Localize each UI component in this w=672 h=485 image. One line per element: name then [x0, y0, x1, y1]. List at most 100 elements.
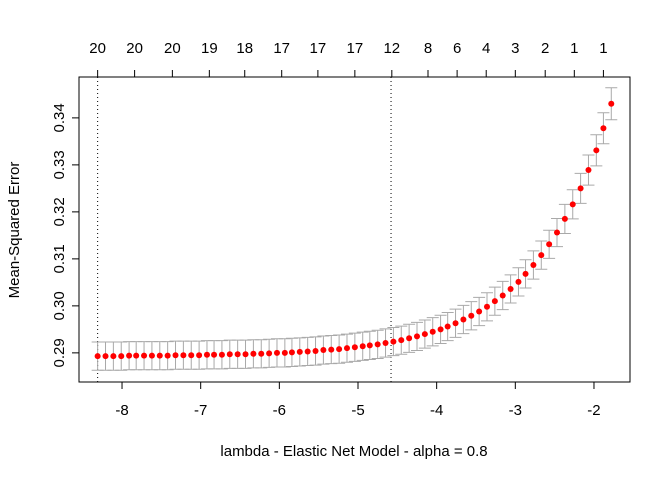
point — [296, 348, 303, 355]
point — [577, 185, 584, 192]
point — [336, 346, 343, 353]
y-tick-label: 0.30 — [51, 291, 68, 320]
point — [476, 308, 483, 315]
top-tick-label: 3 — [511, 40, 519, 57]
y-tick-label: 0.32 — [51, 197, 68, 226]
top-tick-label: 20 — [126, 40, 143, 57]
point — [600, 125, 607, 132]
top-tick-label: 18 — [236, 40, 253, 57]
point — [522, 270, 529, 277]
point — [421, 331, 428, 338]
point — [437, 326, 444, 333]
point — [366, 342, 373, 349]
point — [320, 347, 327, 354]
point — [530, 261, 537, 268]
point — [281, 349, 288, 356]
top-tick-label: 19 — [201, 40, 218, 57]
x-tick-label: -5 — [351, 402, 364, 419]
top-tick-label: 17 — [273, 40, 290, 57]
point — [234, 351, 241, 358]
point — [413, 333, 420, 340]
point — [273, 349, 280, 356]
point — [126, 352, 133, 359]
point — [133, 352, 140, 359]
point — [266, 350, 273, 357]
y-tick-label: 0.31 — [51, 244, 68, 273]
x-axis-label: lambda - Elastic Net Model - alpha = 0.8 — [220, 443, 487, 460]
x-tick-label: -8 — [115, 402, 128, 419]
point — [188, 352, 195, 359]
top-tick-label: 6 — [453, 40, 461, 57]
point — [343, 345, 350, 352]
point — [561, 215, 568, 222]
point — [164, 352, 171, 359]
point — [374, 341, 381, 348]
point — [507, 285, 514, 292]
point — [312, 347, 319, 354]
point — [608, 100, 615, 107]
point — [258, 350, 265, 357]
top-tick-label: 17 — [310, 40, 327, 57]
top-tick-label: 17 — [347, 40, 364, 57]
top-tick-label: 20 — [164, 40, 181, 57]
top-tick-label: 20 — [89, 40, 106, 57]
point — [593, 147, 600, 154]
point — [328, 346, 335, 353]
point — [118, 353, 125, 360]
point — [102, 353, 109, 360]
point — [141, 352, 148, 359]
point — [148, 352, 155, 359]
point — [398, 337, 405, 344]
x-tick-label: -6 — [273, 402, 286, 419]
point — [491, 298, 498, 305]
point — [156, 352, 163, 359]
y-tick-label: 0.29 — [51, 338, 68, 367]
point — [554, 229, 561, 236]
point — [444, 323, 451, 330]
y-tick-label: 0.33 — [51, 150, 68, 179]
x-tick-label: -7 — [194, 402, 207, 419]
point — [406, 335, 413, 342]
point — [211, 351, 218, 358]
top-tick-label: 12 — [383, 40, 400, 57]
point — [359, 343, 366, 350]
point — [203, 351, 210, 358]
top-tick-label: 1 — [599, 40, 607, 57]
point — [218, 351, 225, 358]
point — [483, 303, 490, 310]
top-tick-label: 8 — [424, 40, 432, 57]
top-tick-label: 2 — [541, 40, 549, 57]
point — [288, 349, 295, 356]
point — [250, 350, 257, 357]
point — [452, 320, 459, 327]
point — [585, 167, 592, 174]
point — [515, 278, 522, 285]
point — [110, 353, 117, 360]
y-axis-label: Mean-Squared Error — [6, 162, 23, 299]
point — [460, 316, 467, 323]
point — [390, 338, 397, 345]
point — [538, 252, 545, 259]
point — [94, 353, 101, 360]
point — [172, 352, 179, 359]
point — [242, 351, 249, 358]
point — [499, 292, 506, 299]
x-tick-label: -2 — [587, 402, 600, 419]
point — [468, 312, 475, 319]
point — [226, 351, 233, 358]
x-tick-label: -3 — [509, 402, 522, 419]
point — [382, 339, 389, 346]
point — [546, 241, 553, 248]
top-tick-label: 1 — [570, 40, 578, 57]
top-tick-label: 4 — [482, 40, 490, 57]
point — [569, 201, 576, 208]
y-tick-label: 0.34 — [51, 103, 68, 132]
point — [429, 328, 436, 335]
point — [304, 348, 311, 355]
point — [180, 352, 187, 359]
point — [351, 344, 358, 351]
point — [196, 352, 203, 359]
x-tick-label: -4 — [430, 402, 443, 419]
